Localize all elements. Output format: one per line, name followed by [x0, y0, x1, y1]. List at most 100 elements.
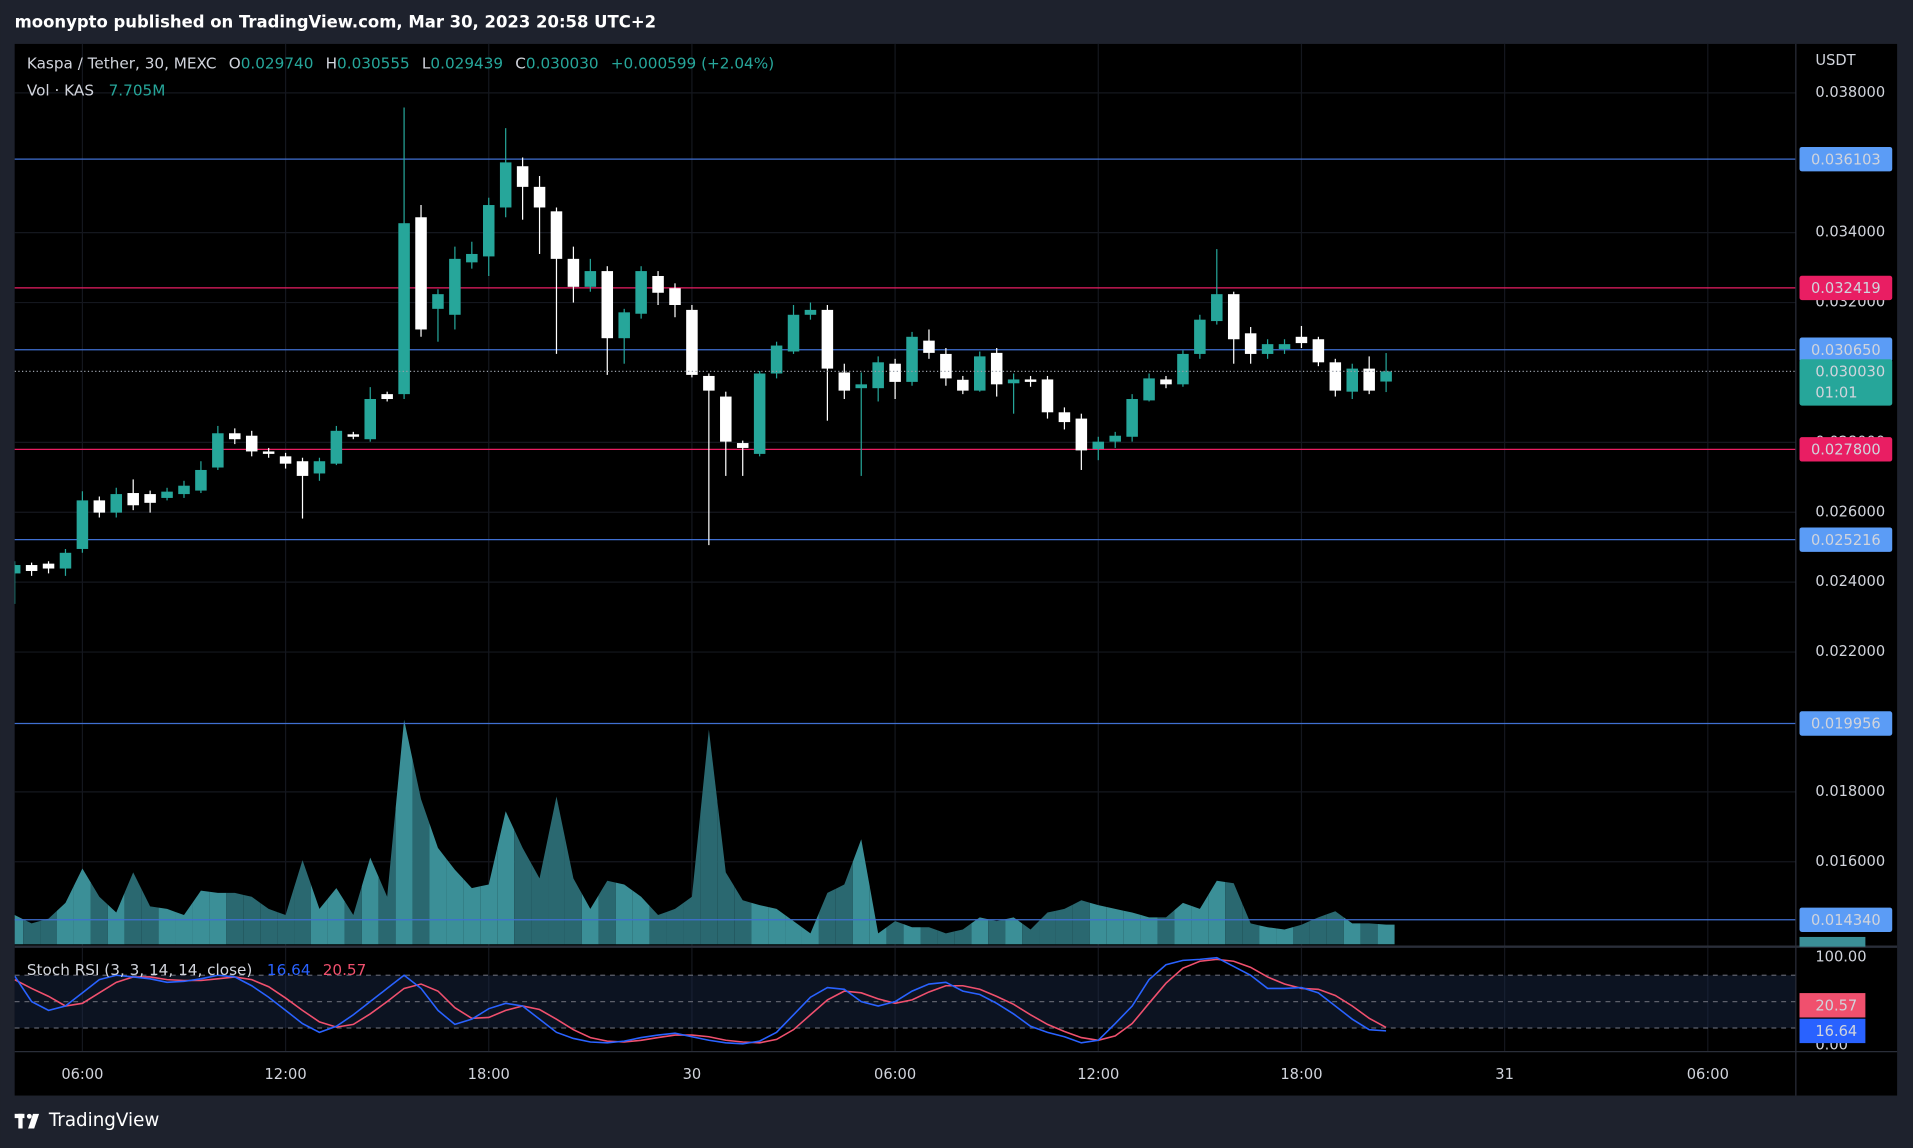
candle-body: [1346, 368, 1359, 392]
candle-body: [347, 434, 360, 437]
volume-area: [700, 729, 718, 945]
logo-part: [28, 1113, 40, 1129]
stoch-tick-label: 100.00: [1815, 949, 1866, 966]
volume-area: [903, 924, 921, 945]
volume-area: [1208, 880, 1226, 945]
candle-body: [567, 258, 580, 287]
y-tick-label: 0.034000: [1815, 224, 1885, 241]
candle-body: [59, 552, 72, 569]
volume-legend: Vol · KAS 7.705M: [27, 81, 166, 99]
level-label: 0.019956: [1811, 716, 1881, 733]
volume-area: [141, 889, 159, 945]
candles: [14, 107, 1796, 604]
stoch-title: Stoch RSI (3, 3, 14, 14, close): [27, 960, 252, 978]
volume-area: [226, 892, 244, 945]
candle-body: [550, 211, 563, 259]
candle-body: [533, 186, 546, 208]
x-tick-label: 12:00: [264, 1066, 306, 1083]
volume-label-bg: [1799, 936, 1866, 947]
volume-area: [1157, 910, 1175, 945]
candle-body: [1278, 344, 1291, 350]
candle-body: [787, 314, 800, 352]
volume-area: [23, 919, 41, 945]
candle-body: [1126, 399, 1138, 437]
volume-area: [497, 811, 515, 945]
brand: TradingView: [48, 1110, 160, 1131]
candle-body: [195, 469, 207, 491]
level-label-bg: [1799, 146, 1893, 172]
candle-body: [76, 500, 89, 549]
candle-body: [1075, 418, 1088, 451]
candle-body: [1380, 371, 1392, 382]
o-label: O: [229, 54, 241, 72]
volume-area: [785, 915, 802, 945]
candle-body: [940, 353, 952, 379]
volume-area: [1005, 917, 1023, 945]
volume-area: [1343, 917, 1361, 945]
volume-area: [852, 839, 870, 945]
y-tick-label: 0.026000: [1815, 503, 1885, 520]
x-tick-label: 12:00: [1077, 1066, 1119, 1083]
c-label: C: [515, 54, 526, 72]
candle-body: [618, 312, 630, 339]
volume-area: [1022, 921, 1040, 945]
candle-body: [1041, 379, 1054, 413]
candle-body: [499, 162, 512, 208]
level-label-bg: [1799, 527, 1893, 552]
legend: Kaspa / Tether, 30, MEXC O0.029740 H0.03…: [27, 54, 774, 72]
volume-area: [260, 902, 278, 945]
publisher-line: moonypto published on TradingView.com, M…: [15, 13, 656, 32]
symbol: Kaspa / Tether, 30, MEXC: [27, 54, 217, 72]
y-tick-label: 0.022000: [1815, 643, 1885, 660]
volume-area: [1174, 902, 1192, 945]
candle-body: [212, 433, 224, 468]
volume-area: [294, 860, 311, 945]
volume-value: 7.705M: [109, 81, 166, 99]
currency: USDT: [1815, 52, 1855, 69]
volume-area: [869, 886, 887, 945]
candle-body: [25, 565, 38, 571]
candle-body: [1058, 412, 1071, 423]
candle-body: [753, 373, 766, 454]
volume-area: [971, 917, 989, 945]
volume-title: Vol · KAS: [27, 81, 94, 99]
volume-area: [1360, 923, 1378, 945]
candle-body: [229, 433, 241, 440]
stoch-d-label: 20.57: [1815, 998, 1857, 1015]
volume-area: [463, 878, 481, 945]
volume-area: [683, 813, 701, 945]
candle-body: [398, 223, 410, 395]
candle-body: [381, 394, 393, 400]
candle-body: [93, 500, 106, 513]
candle-body: [262, 451, 275, 454]
volume-area: [734, 886, 752, 945]
level-label: 0.027800: [1811, 442, 1881, 459]
candle-body: [872, 362, 884, 389]
candle-body: [432, 294, 444, 309]
volume-area: [666, 902, 684, 945]
candle-body: [14, 565, 21, 574]
volume-area: [395, 719, 413, 945]
volume-area: [310, 884, 328, 945]
candle-body: [1244, 333, 1257, 354]
candle-body: [161, 491, 173, 498]
volume-area: [768, 907, 786, 945]
volume-area: [1123, 910, 1141, 945]
candle-body: [364, 399, 376, 440]
volume-area: [1106, 907, 1124, 945]
volume-area: [801, 913, 819, 945]
volume-area: [40, 910, 58, 945]
volume-area: [1309, 914, 1327, 945]
x-tick-label: 18:00: [468, 1066, 510, 1083]
h-value: 0.030555: [337, 54, 410, 72]
candle-body: [974, 356, 986, 391]
levels: [14, 158, 1796, 921]
last-price-bg: [1799, 359, 1893, 406]
volume-area: [277, 887, 295, 945]
volume-area: [73, 868, 91, 945]
volume-area: [57, 885, 74, 945]
volume-area: [548, 796, 565, 945]
candle-body: [1007, 379, 1020, 384]
volume-area: [920, 927, 938, 945]
volume-area: [717, 800, 735, 945]
